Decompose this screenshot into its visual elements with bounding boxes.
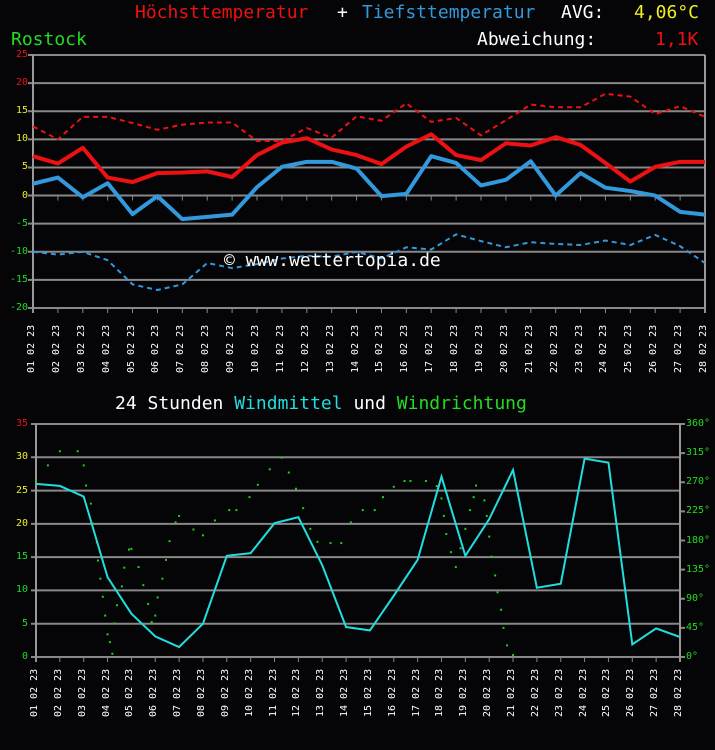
x-tick-label: 15 02 23 (374, 324, 386, 373)
deviation-label: Abweichung: (477, 29, 597, 50)
x-tick-label: 25 02 23 (601, 668, 613, 717)
y-tick-label: 10 (15, 584, 28, 596)
y-tick-label: 35 (15, 418, 28, 429)
watermark: © www.wettertopia.de (224, 250, 441, 271)
x-tick-label: 25 02 23 (623, 324, 635, 373)
wind-title-part4: Windrichtung (396, 393, 527, 414)
avg-label: AVG: (561, 2, 605, 23)
x-tick-label: 02 02 23 (52, 668, 64, 717)
y-tick-label: 20 (15, 517, 28, 529)
x-tick-label: 10 02 23 (243, 668, 255, 717)
x-tick-label: 26 02 23 (625, 668, 637, 717)
y-tick-label: 15 (15, 105, 28, 117)
x-tick-label: 09 02 23 (219, 668, 231, 717)
y-tick-label: 25 (15, 49, 28, 60)
x-tick-label: 06 02 23 (150, 324, 162, 373)
x-tick-label: 22 02 23 (529, 668, 541, 717)
x-tick-label: 15 02 23 (362, 668, 374, 717)
y-tick-label: 15 (15, 551, 28, 563)
x-tick-label: 27 02 23 (673, 324, 685, 373)
x-tick-label: 06 02 23 (148, 668, 160, 717)
x-tick-label: 19 02 23 (474, 324, 485, 373)
x-tick-label: 18 02 23 (449, 324, 461, 373)
x-tick-label: 08 02 23 (200, 324, 212, 373)
x-tick-label: 20 02 23 (498, 324, 510, 373)
x-tick-label: 13 02 23 (324, 324, 336, 373)
y-tick-label: -5 (15, 217, 28, 229)
avg-value: 4,06°C (634, 2, 700, 23)
x-tick-label: 13 02 23 (315, 668, 327, 717)
wind-title-part1: 24 Stunden (115, 393, 224, 414)
y-right-tick-label: 360° (686, 418, 711, 429)
y-right-tick-label: 135° (686, 563, 711, 575)
wind-chart-title: 24 Stunden Windmittel und Windrichtung (115, 394, 527, 414)
y-right-tick-label: 180° (686, 534, 711, 546)
title-max: Höchsttemperatur (135, 2, 309, 23)
x-tick-label: 07 02 23 (175, 324, 187, 373)
x-tick-label: 28 02 23 (673, 668, 684, 717)
x-tick-label: 23 02 23 (553, 668, 565, 717)
title-plus: + (337, 2, 348, 23)
x-tick-label: 05 02 23 (125, 324, 137, 373)
x-tick-label: 04 02 23 (100, 668, 112, 717)
x-tick-label: 03 02 23 (76, 668, 88, 717)
y-tick-label: 20 (15, 77, 28, 89)
x-tick-label: 14 02 23 (349, 324, 361, 373)
y-tick-label: 5 (21, 617, 28, 629)
x-tick-label: 01 02 23 (29, 668, 40, 717)
x-tick-label: 12 02 23 (299, 324, 311, 373)
x-tick-label: 09 02 23 (225, 324, 237, 373)
x-tick-label: 11 02 23 (267, 668, 279, 717)
station-name: Rostock (11, 29, 87, 50)
x-tick-label: 24 02 23 (577, 668, 589, 717)
wind-title-part2: Windmittel (234, 393, 343, 414)
x-tick-label: 22 02 23 (548, 324, 560, 373)
x-tick-label: 16 02 23 (399, 324, 411, 373)
x-tick-label: 24 02 23 (598, 324, 610, 373)
x-tick-label: 21 02 23 (506, 668, 518, 717)
x-tick-label: 02 02 23 (50, 324, 62, 373)
y-right-tick-label: 0° (686, 651, 699, 662)
x-tick-label: 08 02 23 (195, 668, 207, 717)
x-tick-label: 17 02 23 (424, 324, 436, 373)
x-tick-label: 16 02 23 (386, 668, 398, 717)
y-right-tick-label: 90° (686, 592, 705, 604)
x-tick-label: 17 02 23 (410, 668, 422, 717)
x-tick-label: 12 02 23 (291, 668, 303, 717)
x-tick-label: 23 02 23 (573, 324, 585, 373)
y-tick-label: 0 (21, 651, 28, 662)
y-tick-label: -15 (9, 273, 28, 285)
y-right-tick-label: 225° (686, 505, 711, 517)
x-tick-label: 27 02 23 (649, 668, 661, 717)
y-right-tick-label: 270° (686, 476, 711, 488)
y-right-tick-label: 45° (686, 621, 705, 633)
y-tick-label: 10 (15, 133, 28, 145)
x-tick-label: 18 02 23 (434, 668, 446, 717)
y-tick-label: 5 (21, 161, 28, 173)
y-tick-label: -20 (9, 302, 28, 313)
x-tick-label: 05 02 23 (124, 668, 136, 717)
y-right-tick-label: 315° (686, 447, 711, 459)
wind-title-part3: und (353, 393, 386, 414)
x-tick-label: 01 02 23 (26, 324, 37, 373)
deviation-value: 1,1K (655, 29, 699, 50)
x-tick-label: 10 02 23 (250, 324, 261, 373)
x-tick-label: 28 02 23 (698, 324, 709, 373)
x-tick-label: 04 02 23 (100, 324, 112, 373)
title-min: Tiefsttemperatur (362, 2, 536, 23)
x-tick-label: 19 02 23 (458, 668, 470, 717)
temperature-chart (28, 54, 706, 313)
x-tick-label: 03 02 23 (75, 324, 87, 373)
y-tick-label: 25 (15, 484, 28, 496)
y-tick-label: 30 (15, 451, 28, 463)
x-tick-label: 14 02 23 (339, 668, 351, 717)
y-tick-label: 0 (21, 189, 28, 201)
x-tick-label: 21 02 23 (523, 324, 535, 373)
x-tick-label: 26 02 23 (648, 324, 660, 373)
x-tick-label: 20 02 23 (482, 668, 494, 717)
y-tick-label: -10 (9, 245, 28, 257)
x-tick-label: 07 02 23 (172, 668, 184, 717)
x-tick-label: 11 02 23 (274, 324, 286, 373)
